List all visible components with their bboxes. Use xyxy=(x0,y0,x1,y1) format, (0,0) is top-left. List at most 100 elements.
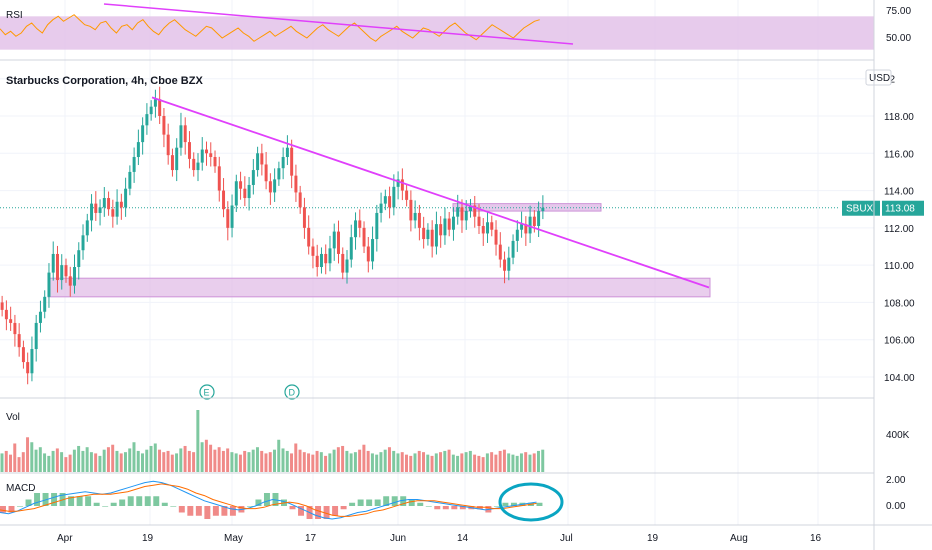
candle xyxy=(413,200,417,229)
volume-bar xyxy=(166,450,170,472)
macd-histogram-bar xyxy=(374,499,381,506)
volume-pane: Vol 400K xyxy=(0,410,910,472)
currency-label: USD xyxy=(869,73,890,84)
candle xyxy=(494,220,498,256)
candle xyxy=(226,201,230,241)
candle xyxy=(354,212,358,250)
volume-bar xyxy=(524,452,528,472)
macd-histogram-bar xyxy=(51,493,58,506)
candle xyxy=(256,146,260,177)
candle xyxy=(205,141,208,166)
volume-bar xyxy=(417,450,421,472)
volume-bar xyxy=(366,450,370,472)
candle xyxy=(47,263,51,308)
volume-bar xyxy=(536,450,540,472)
volume-bar xyxy=(43,453,47,472)
volume-bar xyxy=(285,450,289,472)
candle xyxy=(285,135,289,166)
volume-bar xyxy=(0,453,4,472)
candle xyxy=(537,201,541,237)
macd-label: MACD xyxy=(6,483,35,494)
annotation-marker[interactable]: D xyxy=(284,384,300,400)
candle xyxy=(405,184,409,207)
candle xyxy=(81,224,85,260)
macd-histogram-bar xyxy=(102,506,109,507)
candle xyxy=(94,191,98,221)
circle-annotation[interactable] xyxy=(498,482,564,522)
volume-bar xyxy=(370,453,374,472)
volume-bar xyxy=(196,410,200,472)
rsi-label: RSI xyxy=(6,10,23,21)
macd-histogram-bar xyxy=(119,499,126,506)
price-tick: 116.00 xyxy=(884,149,914,160)
volume-bar xyxy=(85,447,89,472)
currency-badge[interactable] xyxy=(865,69,892,86)
volume-bar xyxy=(81,450,85,472)
volume-bar xyxy=(132,442,136,472)
volume-bar xyxy=(60,452,64,472)
trendline[interactable] xyxy=(151,96,710,289)
volume-bar xyxy=(183,445,187,472)
volume-bar xyxy=(141,453,144,472)
volume-bar xyxy=(443,450,447,472)
candle xyxy=(149,100,153,121)
rsi-trendline[interactable] xyxy=(103,3,574,45)
volume-bar xyxy=(490,452,494,472)
macd-histogram-bar xyxy=(25,499,32,506)
volume-bar xyxy=(209,444,213,472)
volume-bar xyxy=(64,457,68,472)
macd-histogram-bar xyxy=(323,506,330,519)
macd-histogram-bar xyxy=(434,506,441,510)
volume-bar xyxy=(192,452,196,472)
candle xyxy=(328,235,332,272)
annotation-marker[interactable]: E xyxy=(199,384,215,400)
macd-histogram-bar xyxy=(298,506,305,516)
volume-bar xyxy=(213,449,217,472)
price-pane[interactable]: Starbucks Corporation, 4h, Cboe BZX 104.… xyxy=(0,69,924,400)
x-tick: Apr xyxy=(57,533,73,544)
volume-bar xyxy=(260,450,264,472)
macd-line xyxy=(0,480,537,520)
x-tick: Jun xyxy=(390,533,406,544)
candle xyxy=(396,171,400,200)
ticker-badge xyxy=(842,200,880,216)
candle xyxy=(439,216,443,248)
macd-histogram-bar xyxy=(510,502,517,506)
volume-bar xyxy=(98,455,102,472)
macd-histogram-bar xyxy=(76,496,83,506)
macd-histogram-bar xyxy=(289,506,296,510)
volume-bar xyxy=(170,454,174,472)
volume-bar xyxy=(30,442,34,472)
candle xyxy=(430,220,434,258)
candle xyxy=(222,178,226,218)
candle xyxy=(362,221,366,254)
candle xyxy=(128,165,132,196)
annotation-letter: D xyxy=(289,388,296,398)
candle xyxy=(268,173,272,205)
volume-bar xyxy=(77,445,81,472)
volume-bar xyxy=(541,449,545,472)
macd-histogram-bar xyxy=(204,506,211,519)
candle xyxy=(371,226,375,270)
volume-bar xyxy=(162,452,166,472)
candle xyxy=(9,306,13,331)
volume-bar xyxy=(307,453,311,472)
volume-bar xyxy=(111,444,115,472)
candle xyxy=(447,212,451,237)
volume-bar xyxy=(349,453,353,472)
volume-bar xyxy=(532,453,536,472)
candle xyxy=(520,211,524,238)
volume-label: Vol xyxy=(6,412,20,423)
volume-bar xyxy=(119,453,123,472)
candle xyxy=(183,117,187,155)
macd-histogram-bar xyxy=(400,496,407,506)
macd-histogram-bar xyxy=(246,506,253,507)
candle xyxy=(302,197,306,239)
volume-bar xyxy=(498,450,502,472)
volume-bar xyxy=(392,450,396,472)
rsi-line xyxy=(0,14,540,42)
support-zone[interactable] xyxy=(47,277,711,298)
volume-bar xyxy=(409,455,413,472)
volume-bar xyxy=(485,453,489,472)
